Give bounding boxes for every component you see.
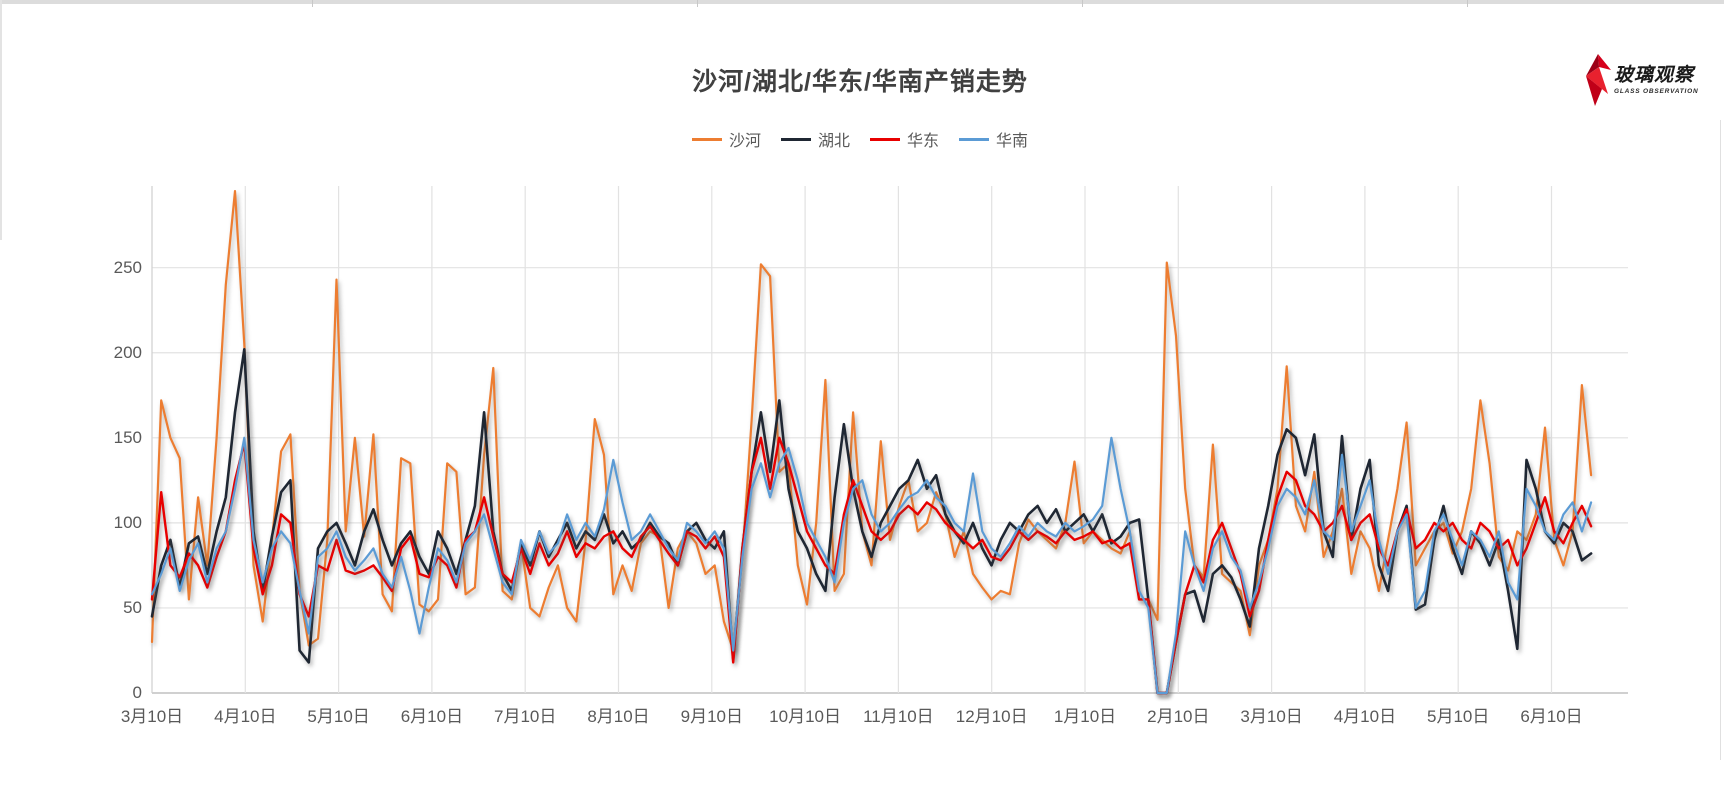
x-axis-label-2: 5月10日 <box>307 707 370 726</box>
legend-swatch-icon <box>691 137 722 141</box>
y-axis-label-0: 0 <box>132 683 142 702</box>
x-axis-label-5: 8月10日 <box>587 707 650 726</box>
x-axis-label-13: 4月10日 <box>1333 707 1397 726</box>
legend-label: 湖北 <box>817 133 850 150</box>
x-axis-label-12: 3月10日 <box>1240 707 1303 726</box>
y-axis-label-100: 100 <box>113 512 142 532</box>
chart-title: 沙河/湖北/华东/华南产销走势 <box>692 68 1028 96</box>
logo-text-cn: 玻璃观察 <box>1614 65 1695 86</box>
window-left-border <box>0 0 2 240</box>
legend-item-3[interactable]: 华南 <box>959 127 1028 151</box>
x-axis-label-4: 7月10日 <box>494 707 557 726</box>
logo-text-en: GLASS OBSERVATION <box>1614 88 1699 95</box>
legend-label: 沙河 <box>728 133 761 150</box>
y-axis-label-200: 200 <box>113 342 142 362</box>
x-axis-label-7: 10月10日 <box>769 707 842 726</box>
legend-swatch-icon <box>959 137 990 141</box>
frame-tick <box>312 0 313 7</box>
legend-item-0[interactable]: 沙河 <box>691 127 761 151</box>
series-line-3 <box>150 436 1593 695</box>
frame-tick <box>1082 0 1083 7</box>
legend-label: 华南 <box>996 133 1029 150</box>
x-axis-label-6: 9月10日 <box>680 707 743 726</box>
chart-legend: 沙河 湖北 华东 华南 <box>60 127 1660 151</box>
window-top-border <box>0 0 1724 4</box>
x-axis-label-15: 6月10日 <box>1520 707 1583 726</box>
legend-swatch-icon <box>870 137 900 141</box>
y-axis-label-250: 250 <box>113 257 142 277</box>
brand-logo: 玻璃观察 GLASS OBSERVATION <box>1578 54 1708 106</box>
legend-item-2[interactable]: 华东 <box>870 127 939 151</box>
x-axis-label-8: 11月10日 <box>863 707 934 726</box>
legend-item-1[interactable]: 湖北 <box>780 127 850 151</box>
series-line-0 <box>150 190 1593 652</box>
x-axis-label-14: 5月10日 <box>1427 707 1490 726</box>
frame-tick <box>1467 0 1468 7</box>
x-axis-label-11: 2月10日 <box>1147 707 1210 726</box>
legend-label: 华东 <box>907 133 940 150</box>
x-axis-label-9: 12月10日 <box>955 707 1028 726</box>
scrollbar-track[interactable] <box>1720 120 1721 760</box>
legend-swatch-icon <box>780 137 811 141</box>
y-axis-label-50: 50 <box>123 597 142 617</box>
logo-star-icon <box>1586 54 1611 106</box>
frame-tick <box>697 0 698 7</box>
y-axis-label-150: 150 <box>113 427 142 447</box>
series-line-2 <box>150 436 1593 695</box>
x-axis-label-10: 1月10日 <box>1053 707 1117 726</box>
x-axis-label-0: 3月10日 <box>120 707 184 726</box>
x-axis-label-1: 4月10日 <box>214 707 277 726</box>
x-axis-label-3: 6月10日 <box>400 707 464 726</box>
